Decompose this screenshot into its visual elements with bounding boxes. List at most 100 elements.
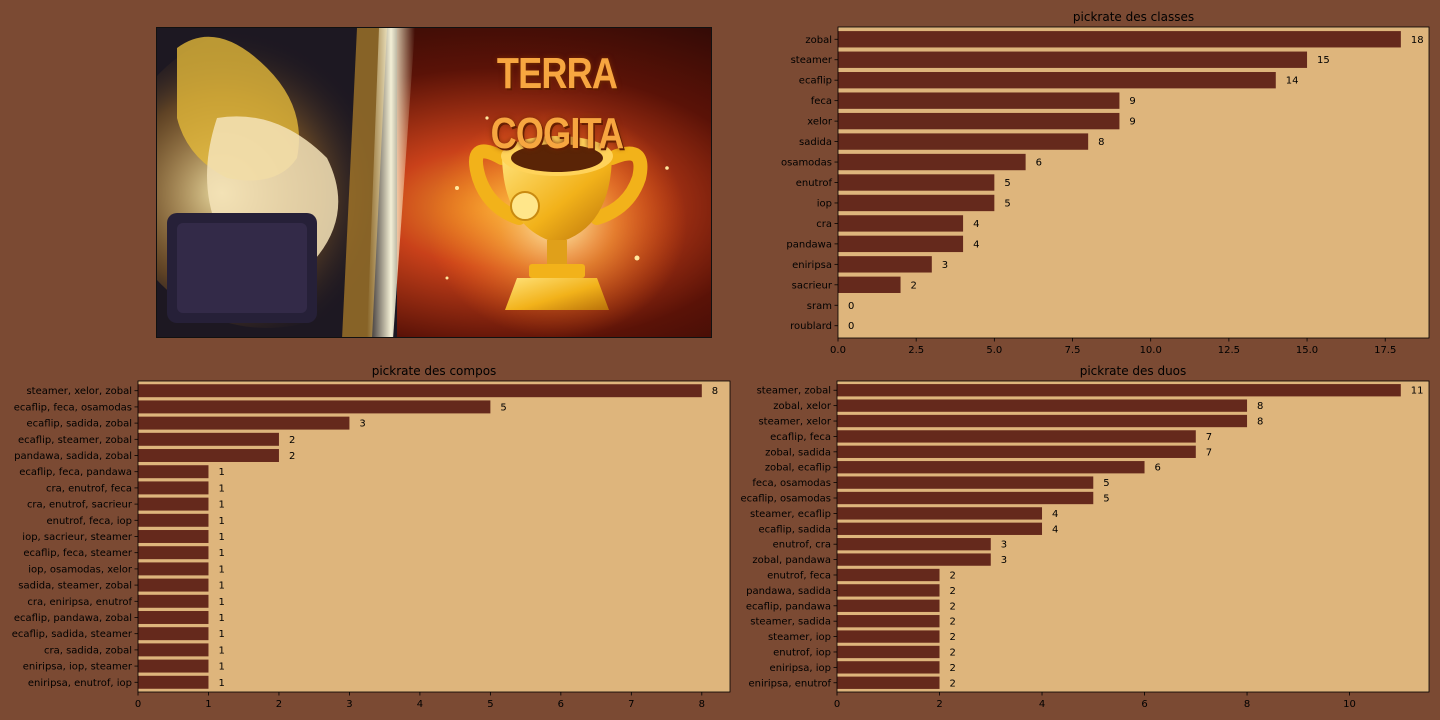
category-label: sram (807, 301, 832, 312)
value-label: 8 (1098, 137, 1104, 148)
value-label: 1 (218, 467, 224, 478)
plot-area (837, 381, 1429, 692)
value-label: 2 (950, 632, 956, 643)
x-tick-label: 0.0 (830, 345, 846, 356)
category-label: ecaflip (799, 76, 832, 87)
bar (838, 276, 901, 293)
banner-title: TERRA COGITA (490, 49, 625, 158)
category-label: sadida (799, 137, 832, 148)
category-label: cra (816, 219, 832, 230)
value-label: 15 (1317, 55, 1330, 66)
x-tick-label: 7.5 (1065, 345, 1081, 356)
category-label: iop, osamodas, xelor (28, 564, 133, 575)
bar (837, 430, 1196, 443)
x-tick-label: 15.0 (1296, 345, 1318, 356)
bar (837, 384, 1401, 397)
bar (837, 399, 1248, 412)
value-label: 2 (911, 280, 917, 291)
bar (838, 235, 964, 253)
category-label: sadida, steamer, zobal (18, 581, 132, 592)
value-label: 0 (848, 301, 854, 312)
value-label: 2 (289, 435, 295, 446)
category-label: feca, osamodas (752, 478, 831, 489)
x-tick-label: 4 (1039, 699, 1045, 710)
value-label: 5 (1004, 198, 1010, 209)
value-label: 5 (1103, 494, 1109, 505)
value-label: 11 (1411, 386, 1424, 397)
chart-pickrate-duos: pickrate des duos steamer, zobal 11 zobal, … (740, 362, 1440, 720)
bar (838, 72, 1276, 89)
banner-image: TERRA COGITA (156, 27, 712, 338)
value-label: 1 (218, 597, 224, 608)
category-label: feca (811, 96, 832, 107)
bar (138, 562, 209, 576)
value-label: 2 (950, 647, 956, 658)
bar (138, 465, 209, 479)
category-label: enutrof, feca, iop (46, 516, 132, 527)
bar (838, 51, 1308, 68)
value-label: 2 (950, 617, 956, 628)
x-tick-label: 6 (558, 699, 564, 710)
bar (138, 643, 209, 657)
category-label: eniripsa, enutrof (749, 678, 832, 689)
category-label: cra, enutrof, feca (46, 483, 132, 494)
plot-frame (137, 380, 731, 693)
bar (837, 676, 940, 689)
category-label: steamer, xelor, zobal (26, 386, 132, 397)
bar (138, 400, 491, 414)
x-tick-label: 4 (417, 699, 423, 710)
value-label: 4 (1052, 509, 1058, 520)
chart-svg: pickrate des duos steamer, zobal 11 zobal, … (740, 364, 1430, 710)
category-label: ecaflip, feca, osamodas (14, 402, 132, 413)
value-label: 3 (1001, 555, 1007, 566)
chart-title: pickrate des compos (372, 364, 497, 378)
category-label: enutrof, iop (773, 647, 831, 658)
bar (838, 112, 1120, 130)
value-label: 14 (1286, 76, 1299, 87)
category-label: ecaflip, sadida, zobal (27, 419, 132, 430)
plot-frame (837, 26, 1430, 339)
category-label: zobal, pandawa (752, 555, 831, 566)
x-tick-label: 17.5 (1374, 345, 1396, 356)
x-tick-label: 7 (628, 699, 634, 710)
category-label: cra, sadida, zobal (44, 645, 132, 656)
x-tick-label: 8 (1244, 699, 1250, 710)
category-label: sacrieur (792, 280, 833, 291)
value-label: 6 (1036, 158, 1042, 169)
value-label: 8 (1257, 417, 1263, 428)
category-label: zobal, ecaflip (765, 463, 831, 474)
chart-svg: pickrate des compos steamer, xelor, zobal… (12, 364, 731, 710)
bar (138, 546, 209, 560)
value-label: 5 (1103, 478, 1109, 489)
trophy-icon (468, 136, 648, 310)
category-label: iop, sacrieur, steamer (22, 532, 133, 543)
bar (838, 92, 1120, 109)
category-label: ecaflip, feca (770, 432, 831, 443)
value-label: 7 (1206, 447, 1212, 458)
bar (837, 568, 940, 582)
bar (837, 584, 940, 597)
category-label: zobal, xelor (773, 401, 832, 412)
bar (837, 661, 940, 674)
bar (837, 538, 991, 551)
bar (837, 615, 940, 628)
bar (837, 507, 1043, 520)
value-label: 2 (950, 663, 956, 674)
value-label: 8 (712, 386, 718, 397)
bar (138, 659, 209, 673)
category-label: steamer, zobal (757, 386, 831, 397)
bar (138, 594, 209, 608)
bar (138, 611, 209, 624)
value-label: 5 (1004, 178, 1010, 189)
chart-pickrate-compos: pickrate des compos steamer, xelor, zobal… (0, 362, 740, 720)
value-label: 4 (1052, 524, 1058, 535)
bar (138, 449, 279, 462)
bar (837, 476, 1094, 489)
value-label: 1 (218, 548, 224, 559)
category-label: steamer (791, 55, 833, 66)
category-label: ecaflip, feca, pandawa (19, 467, 132, 478)
bar (837, 522, 1043, 535)
value-label: 4 (973, 239, 979, 250)
category-label: roublard (790, 321, 832, 332)
value-label: 5 (500, 402, 506, 413)
